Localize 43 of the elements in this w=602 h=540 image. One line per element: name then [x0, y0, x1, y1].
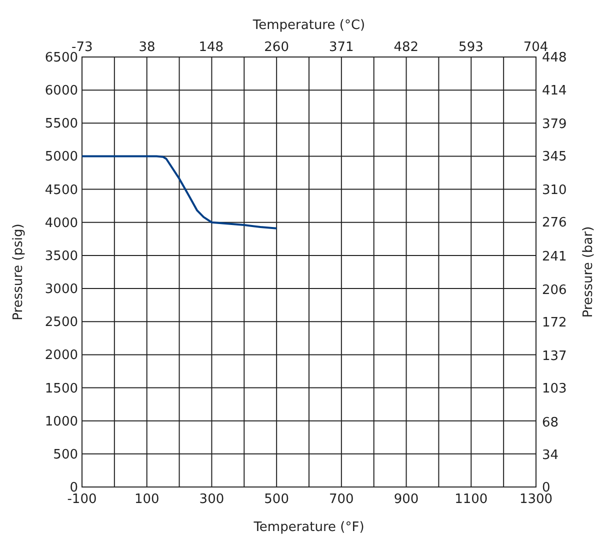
x2-tick-label: 38: [138, 40, 156, 55]
x-tick-label: -100: [67, 492, 97, 507]
y2-tick-label: 345: [542, 150, 567, 165]
y2-tick-label: 206: [542, 282, 567, 298]
x2-tick-label: 593: [458, 40, 484, 55]
y-tick-label: 3000: [44, 282, 78, 298]
x-tick-label: 1300: [519, 492, 553, 507]
x2-tick-label: 260: [264, 40, 289, 55]
y-tick-label: 5500: [44, 116, 78, 132]
y-tick-label: 3500: [44, 248, 78, 264]
y2-axis-title: Pressure (bar): [581, 226, 596, 318]
x-tick-label: 300: [199, 492, 224, 507]
x-tick-label: 500: [264, 492, 289, 507]
y-tick-label: 1000: [44, 414, 78, 430]
y2-tick-label: 34: [542, 448, 559, 463]
x2-tick-label: 371: [328, 40, 354, 55]
y-axis-title: Pressure (psig): [11, 224, 26, 320]
line-series: [81, 155, 278, 230]
y-tick-label: 4500: [44, 182, 78, 198]
y2-tick-label: 310: [542, 183, 567, 198]
y-tick-label: 6000: [44, 84, 78, 99]
y-tick-label: 2000: [44, 348, 78, 364]
y-tick-label: 4000: [44, 216, 78, 231]
y2-tick-label: 379: [542, 116, 567, 132]
y-tick-label: 2500: [44, 315, 78, 330]
x2-tick-label: 482: [394, 40, 419, 55]
y2-tick-label: 276: [542, 216, 567, 231]
y-tick-label: 1500: [44, 381, 78, 396]
y2-tick-label: 172: [542, 315, 567, 330]
y2-tick-label: 103: [542, 382, 567, 397]
x-axis-title: Temperature (°F): [252, 520, 364, 535]
y2-tick-label: 68: [542, 415, 559, 430]
y2-tick-label: 241: [542, 249, 567, 264]
x-tick-label: 100: [134, 492, 160, 507]
x2-tick-label: 148: [198, 40, 224, 55]
x2-axis-title: Temperature (°C): [252, 18, 366, 33]
y2-tick-label: 414: [542, 83, 567, 98]
y-tick-label: 500: [53, 447, 78, 462]
x-tick-label: 700: [329, 492, 354, 507]
x-tick-label: 1100: [454, 492, 488, 507]
y2-tick-label: 137: [542, 349, 567, 364]
x-tick-label: 900: [394, 492, 419, 507]
y-tick-label: 5000: [44, 150, 78, 165]
